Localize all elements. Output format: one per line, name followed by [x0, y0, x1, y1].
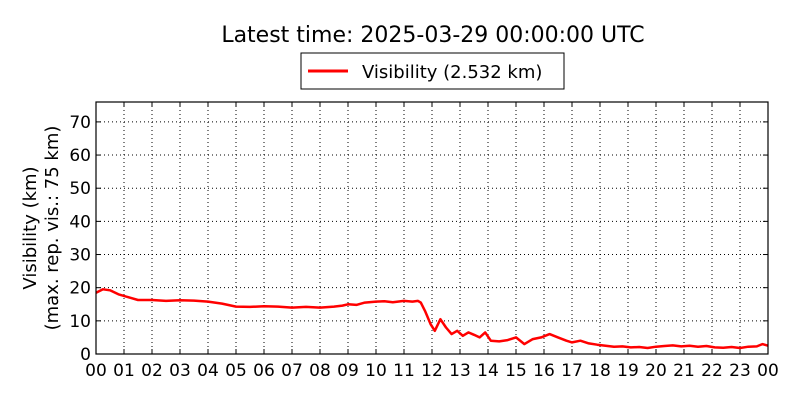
y-tick-label: 40 [69, 212, 91, 232]
x-tick-label: 02 [141, 361, 163, 381]
x-tick-label: 18 [589, 361, 611, 381]
x-tick-label: 17 [561, 361, 583, 381]
y-axis-note: (max. rep. vis.: 75 km) [42, 126, 63, 331]
x-tick-label: 16 [533, 361, 555, 381]
x-tick-label: 06 [253, 361, 275, 381]
legend-label: Visibility (2.532 km) [362, 62, 542, 83]
x-tick-label: 03 [169, 361, 191, 381]
y-tick-label: 30 [69, 246, 91, 266]
plot-frame [95, 101, 769, 355]
y-axis-ticks: 0 10 20 30 40 50 60 70 [69, 113, 768, 365]
x-tick-label: 09 [337, 361, 359, 381]
y-tick-label: 50 [69, 179, 91, 199]
x-tick-label: 04 [197, 361, 219, 381]
x-tick-label: 10 [365, 361, 387, 381]
x-tick-label: 07 [281, 361, 303, 381]
x-tick-label: 00 [757, 361, 779, 381]
x-tick-label: 01 [113, 361, 135, 381]
grid-lines [96, 102, 768, 354]
x-tick-label: 21 [673, 361, 695, 381]
y-axis-label: Visibility (km) [20, 166, 41, 289]
x-tick-label: 23 [729, 361, 751, 381]
x-tick-label: 11 [393, 361, 415, 381]
y-tick-label: 10 [69, 312, 91, 332]
y-tick-label: 60 [69, 146, 91, 166]
y-tick-label: 0 [80, 345, 91, 365]
x-tick-label: 00 [85, 361, 107, 381]
x-tick-label: 22 [701, 361, 723, 381]
y-tick-label: 70 [69, 113, 91, 133]
x-tick-label: 19 [617, 361, 639, 381]
x-tick-label: 20 [645, 361, 667, 381]
x-tick-label: 13 [449, 361, 471, 381]
x-tick-label: 08 [309, 361, 331, 381]
y-tick-label: 20 [69, 279, 91, 299]
x-axis-ticks: 00 01 02 03 04 05 06 07 08 09 10 11 12 13 14 15 16 17 18 19… [85, 102, 779, 381]
x-tick-label: 12 [421, 361, 443, 381]
x-tick-label: 15 [505, 361, 527, 381]
chart-title: Latest time: 2025-03-29 00:00:00 UTC [221, 23, 644, 48]
x-tick-label: 05 [225, 361, 247, 381]
x-tick-label: 14 [477, 361, 499, 381]
visibility-series-line [95, 288, 769, 350]
